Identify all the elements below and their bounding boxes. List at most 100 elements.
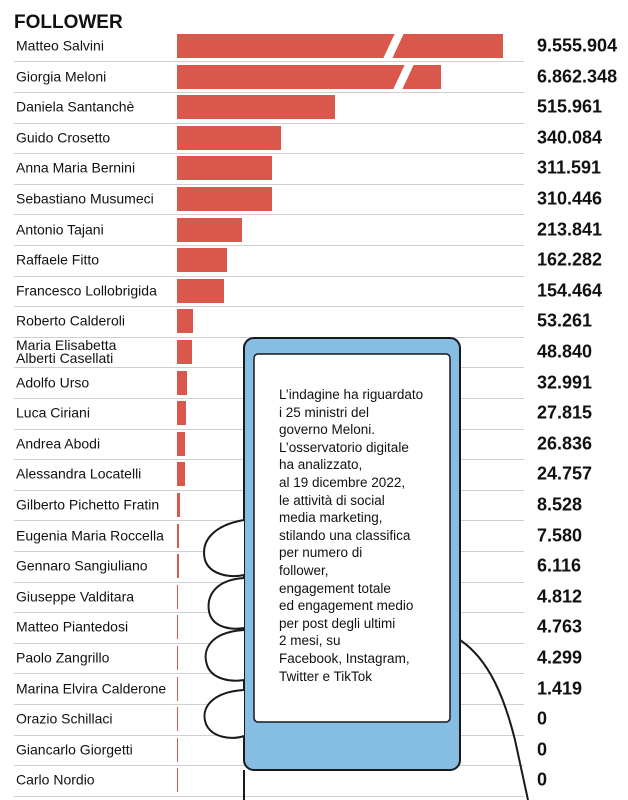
bar xyxy=(177,340,192,364)
annotation-line: ha analizzato, xyxy=(279,457,363,473)
category-label: Daniela Santanchè xyxy=(16,98,135,115)
annotation-line: L’indagine ha riguardato xyxy=(279,387,424,402)
value-label: 24.757 xyxy=(537,463,593,484)
bar xyxy=(177,707,178,732)
bar xyxy=(177,34,504,58)
category-label: Antonio Tajani xyxy=(16,221,104,238)
bar xyxy=(177,523,180,548)
annotation-line: le attività di social xyxy=(279,492,385,508)
annotation: L’indagine ha riguardato i 25 ministri de… xyxy=(279,386,449,685)
bar xyxy=(177,370,188,395)
annotation-line: al 19 dicembre 2022, xyxy=(279,474,406,490)
bar xyxy=(177,646,179,670)
category-label: Adolfo Urso xyxy=(16,374,90,391)
category-label: Giuseppe Valditara xyxy=(16,588,135,605)
value-label: 1.419 xyxy=(537,678,583,699)
annotation-line: Facebook, Instagram, xyxy=(279,650,410,666)
category-label: Gennaro Sangiuliano xyxy=(16,557,148,574)
row-separator xyxy=(14,183,524,185)
annotation-line: 2 mesi, su xyxy=(279,633,341,649)
category-label: Giorgia Meloni xyxy=(16,68,107,85)
chart-title: FOLLOWER xyxy=(14,12,123,33)
category-label: Carlo Nordio xyxy=(16,771,95,788)
row-separator xyxy=(14,153,524,155)
bar xyxy=(177,187,273,211)
value-label: 0 xyxy=(537,708,548,729)
value-label: 7.580 xyxy=(537,525,583,546)
annotation-line: per numero di xyxy=(279,545,363,561)
finger xyxy=(204,629,245,682)
annotation-line: Twitter e TikTok xyxy=(279,668,373,684)
value-label: 310.446 xyxy=(537,188,603,209)
value-label: 32.991 xyxy=(537,372,593,393)
annotation-line: L’osservatorio digitale xyxy=(279,439,409,455)
category-label: Raffaele Fitto xyxy=(16,251,100,268)
bar xyxy=(177,309,194,334)
value-label: 154.464 xyxy=(537,280,603,301)
category-label: Marina Elvira Calderone xyxy=(16,680,167,697)
bar xyxy=(177,95,335,120)
value-label: 340.084 xyxy=(537,127,603,148)
category-label: Francesco Lollobrigida xyxy=(16,282,157,299)
category-label: Anna Maria Bernini xyxy=(16,159,136,176)
category-label: Alessandra Locatelli xyxy=(16,465,142,482)
value-label: 6.116 xyxy=(537,555,582,576)
row-separator xyxy=(14,122,524,124)
bar xyxy=(177,676,178,701)
bar xyxy=(177,493,180,517)
bar xyxy=(177,401,186,426)
annotation-line: i 25 ministri del xyxy=(279,404,370,420)
row-separator xyxy=(14,91,524,93)
bar xyxy=(177,431,186,456)
bar xyxy=(177,584,179,609)
category-label: Eugenia Maria Roccella xyxy=(16,527,164,544)
finger xyxy=(203,519,245,578)
annotation-line: governo Meloni. xyxy=(279,422,376,438)
bar xyxy=(177,217,243,242)
value-label: 4.812 xyxy=(537,586,583,607)
category-label: Maria Elisabetta Alberti Casellati xyxy=(16,337,117,366)
bar xyxy=(177,615,179,640)
value-label: 27.815 xyxy=(537,402,593,423)
bar xyxy=(177,278,225,303)
value-label: 213.841 xyxy=(537,219,603,240)
value-label: 4.299 xyxy=(537,647,583,668)
annotation-line: ed engagement medio xyxy=(279,598,414,614)
category-label: Roberto Calderoli xyxy=(16,312,125,329)
value-label: 6.862.348 xyxy=(537,66,618,87)
value-label: 162.282 xyxy=(537,249,603,270)
row-separator xyxy=(14,214,524,216)
bar xyxy=(177,462,185,487)
annotation-line: engagement totale xyxy=(279,580,391,596)
category-label: Orazio Schillaci xyxy=(16,710,113,727)
annotation-line: per post degli ultimi xyxy=(279,615,396,631)
value-label: 311.591 xyxy=(537,157,602,178)
category-label: Guido Crosetto xyxy=(16,129,111,146)
value-label: 26.836 xyxy=(537,433,593,454)
annotation-line: follower, xyxy=(279,562,329,578)
bar xyxy=(177,125,282,150)
value-label: 0 xyxy=(537,739,548,760)
finger xyxy=(203,689,245,739)
category-label: Sebastiano Musumeci xyxy=(16,190,154,207)
value-label: 53.261 xyxy=(537,310,593,331)
category-label: Matteo Salvini xyxy=(16,37,104,54)
value-label: 4.763 xyxy=(537,616,583,637)
category-label: Luca Ciriani xyxy=(16,404,90,421)
category-label: Gilberto Pichetto Fratin xyxy=(16,496,160,513)
phone-screen xyxy=(253,353,451,723)
category-label: Andrea Abodi xyxy=(16,435,101,452)
row-separator xyxy=(14,61,524,63)
row-separator xyxy=(14,275,524,277)
category-label: Paolo Zangrillo xyxy=(16,649,110,666)
finger xyxy=(207,577,245,630)
row-separator xyxy=(14,244,524,246)
row-separator xyxy=(14,795,524,797)
category-label: Matteo Piantedosi xyxy=(16,618,129,635)
bar xyxy=(177,156,273,181)
value-label: 8.528 xyxy=(537,494,583,515)
bar xyxy=(177,768,178,793)
